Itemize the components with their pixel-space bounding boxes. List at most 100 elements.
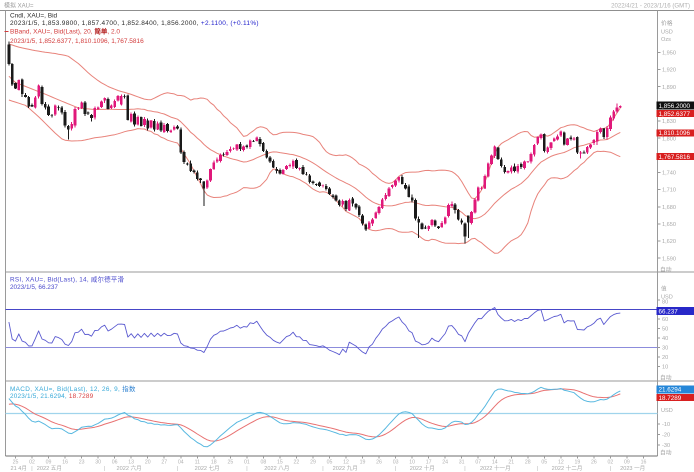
svg-text:值: 值	[661, 285, 667, 293]
svg-text:12: 12	[343, 459, 349, 465]
svg-text:23: 23	[79, 459, 85, 465]
svg-text:22: 22	[294, 459, 300, 465]
svg-text:1,767.5816: 1,767.5816	[659, 154, 691, 161]
svg-text:18.7289: 18.7289	[659, 395, 682, 402]
svg-text:31: 31	[459, 459, 465, 465]
svg-text:80: 80	[662, 300, 668, 306]
svg-text:-30: -30	[662, 443, 670, 449]
svg-text:1,920: 1,920	[662, 68, 676, 74]
svg-text:2022 八月: 2022 八月	[264, 465, 289, 472]
svg-text:Cndl, XAU=, Bid: Cndl, XAU=, Bid	[10, 13, 58, 20]
svg-text:1,810.1096: 1,810.1096	[659, 130, 691, 137]
svg-text:1,650: 1,650	[662, 222, 676, 228]
svg-text:17: 17	[426, 459, 432, 465]
svg-text:2023/1/5, 66.237: 2023/1/5, 66.237	[10, 284, 58, 291]
svg-text:03: 03	[393, 459, 399, 465]
svg-text:USD: USD	[661, 295, 673, 301]
svg-text:09: 09	[624, 459, 630, 465]
svg-text:模拟 XAU=: 模拟 XAU=	[4, 2, 34, 10]
svg-text:2022 十一月: 2022 十一月	[480, 464, 511, 472]
svg-text:1,856.2000: 1,856.2000	[659, 103, 691, 110]
svg-text:1,740: 1,740	[662, 171, 676, 177]
svg-text:26: 26	[376, 459, 382, 465]
svg-text:|: |	[31, 466, 32, 472]
svg-text:66.237: 66.237	[659, 308, 679, 315]
svg-text:1,830: 1,830	[662, 119, 676, 125]
svg-text:06: 06	[112, 459, 118, 465]
svg-text:30: 30	[662, 346, 668, 352]
svg-text:1,890: 1,890	[662, 85, 676, 91]
svg-text:MACD, XAU=, Bid(Last), 12, 26,: MACD, XAU=, Bid(Last), 12, 26, 9, 指数	[10, 384, 136, 393]
svg-text:-10: -10	[662, 422, 670, 428]
svg-text:21.6294: 21.6294	[659, 387, 682, 394]
svg-text:30: 30	[95, 459, 101, 465]
svg-text:Ozs: Ozs	[661, 37, 671, 43]
svg-text:08: 08	[260, 459, 266, 465]
svg-text:1,680: 1,680	[662, 205, 676, 211]
svg-text:24: 24	[442, 459, 448, 465]
svg-text:1,950: 1,950	[662, 51, 676, 57]
svg-text:|: |	[537, 466, 538, 472]
svg-text:|: |	[322, 466, 323, 472]
svg-text:16: 16	[641, 459, 647, 465]
svg-text:05: 05	[541, 459, 547, 465]
svg-text:1,590: 1,590	[662, 256, 676, 262]
svg-text:02: 02	[29, 459, 35, 465]
svg-text:25: 25	[227, 459, 233, 465]
svg-text:16: 16	[62, 459, 68, 465]
svg-text:60: 60	[662, 317, 668, 323]
svg-text:11: 11	[195, 459, 200, 465]
svg-text:01: 01	[244, 459, 250, 465]
svg-text:RSI, XAU=, Bid(Last), 14, 威尔德平: RSI, XAU=, Bid(Last), 14, 威尔德平滑	[10, 275, 124, 284]
svg-text:BBand, XAU=, Bid(Last), 20, 简单: BBand, XAU=, Bid(Last), 20, 简单, 2.0	[10, 26, 120, 35]
svg-text:07: 07	[475, 459, 481, 465]
svg-text:40: 40	[662, 336, 668, 342]
svg-text:10: 10	[409, 459, 415, 465]
svg-text:28: 28	[525, 459, 531, 465]
svg-text:2023/1/5, 21.6294, 18.7289: 2023/1/5, 21.6294, 18.7289	[10, 393, 94, 400]
svg-text:05: 05	[327, 459, 333, 465]
svg-text:15: 15	[277, 459, 283, 465]
svg-text:USD: USD	[661, 30, 673, 36]
svg-text:自动: 自动	[660, 448, 672, 456]
svg-text:|: |	[104, 466, 105, 472]
svg-text:20: 20	[145, 459, 151, 465]
svg-text:|: |	[610, 466, 611, 472]
svg-text:04: 04	[178, 459, 184, 465]
svg-text:-20: -20	[662, 433, 670, 439]
svg-text:|: |	[246, 466, 247, 472]
svg-text:2022 六月: 2022 六月	[117, 464, 142, 472]
svg-text:19: 19	[574, 459, 580, 465]
svg-text:2023/1/5, 1,853.9800, 1,857.47: 2023/1/5, 1,853.9800, 1,857.4700, 1,852.…	[10, 20, 259, 27]
svg-text:50: 50	[662, 327, 668, 333]
svg-text:2022 五月: 2022 五月	[37, 465, 62, 472]
svg-text:14: 14	[492, 459, 498, 465]
svg-text:价格: 价格	[661, 19, 673, 27]
svg-text:21: 21	[508, 459, 514, 465]
svg-text:02: 02	[608, 459, 614, 465]
svg-text:19: 19	[360, 459, 366, 465]
svg-text:自动: 自动	[660, 374, 672, 382]
svg-text:2022 七月: 2022 七月	[195, 464, 220, 472]
svg-text:27: 27	[161, 459, 167, 465]
svg-text:1,852.6377: 1,852.6377	[659, 111, 691, 118]
svg-text:1,620: 1,620	[662, 239, 676, 245]
svg-text:|: |	[395, 466, 396, 472]
svg-text:2022/4/21 - 2023/1/16 (GMT): 2022/4/21 - 2023/1/16 (GMT)	[611, 3, 690, 10]
svg-text:12: 12	[558, 459, 564, 465]
svg-text:18: 18	[211, 459, 217, 465]
svg-text:09: 09	[46, 459, 52, 465]
svg-text:2023 一月: 2023 一月	[620, 465, 645, 472]
svg-text:26: 26	[591, 459, 597, 465]
svg-text:2022 九月: 2022 九月	[333, 464, 358, 472]
svg-text:1,800: 1,800	[662, 136, 676, 142]
svg-text:10: 10	[662, 365, 668, 371]
svg-text:20: 20	[662, 355, 668, 361]
svg-text:13: 13	[128, 459, 134, 465]
svg-text:21 4月: 21 4月	[11, 465, 27, 472]
svg-text:自动: 自动	[660, 266, 672, 274]
svg-text:1,710: 1,710	[662, 188, 676, 194]
svg-text:|: |	[464, 466, 465, 472]
svg-text:29: 29	[310, 459, 316, 465]
svg-text:25: 25	[13, 459, 19, 465]
